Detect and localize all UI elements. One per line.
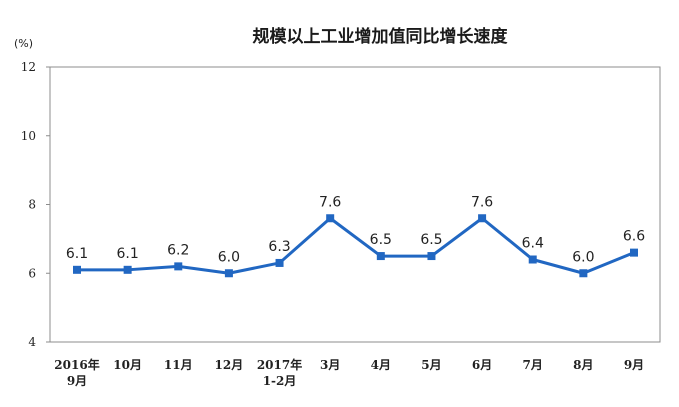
- series-line: [77, 216, 635, 275]
- x-tick-label: 2016年: [54, 357, 99, 372]
- data-label: 6.6: [623, 229, 645, 245]
- x-tick-label: 1-2月: [263, 374, 297, 388]
- data-point-marker: [528, 255, 537, 264]
- x-tick-label: 4月: [371, 358, 391, 372]
- y-axis-unit-label: (%): [14, 37, 33, 50]
- data-label: 7.6: [319, 194, 341, 210]
- plot-area-frame: [49, 66, 661, 343]
- y-tick-label: 12: [21, 60, 36, 74]
- y-tick-label: 10: [21, 129, 36, 143]
- data-label: 6.1: [117, 246, 139, 262]
- series-markers: [73, 214, 638, 278]
- data-label: 6.4: [522, 236, 544, 252]
- data-point-marker: [275, 258, 284, 267]
- x-tick-label: 5月: [421, 358, 441, 372]
- data-point-marker: [326, 214, 335, 223]
- data-point-marker: [579, 269, 588, 278]
- data-label: 6.1: [66, 246, 88, 262]
- y-axis-ticks: 4 6 8 10 12: [21, 60, 50, 349]
- x-tick-label: 6月: [472, 358, 492, 372]
- data-label: 6.5: [370, 232, 392, 248]
- x-tick-label: 9月: [624, 358, 644, 372]
- x-tick-label: 7月: [523, 358, 543, 372]
- data-point-marker: [478, 214, 487, 223]
- data-point-marker: [376, 252, 385, 261]
- y-tick-label: 4: [28, 335, 36, 349]
- data-point-marker: [427, 252, 436, 261]
- data-point-marker: [224, 269, 233, 278]
- data-label: 6.2: [167, 242, 189, 258]
- x-tick-label: 3月: [320, 358, 340, 372]
- data-labels: 6.1 6.1 6.2 6.0 6.3 7.6 6.5 6.5 7.6 6.4 6.0 6.6: [66, 194, 645, 265]
- data-point-marker: [73, 265, 81, 274]
- data-label: 6.5: [420, 232, 442, 248]
- x-tick-label: 8月: [573, 358, 593, 372]
- x-tick-label: 10月: [113, 358, 142, 372]
- x-tick-label: 11月: [164, 358, 193, 372]
- data-label: 6.0: [218, 249, 240, 265]
- data-point-marker: [174, 262, 183, 271]
- y-tick-label: 8: [28, 198, 36, 212]
- data-point-marker: [630, 248, 638, 257]
- data-label: 6.3: [268, 239, 290, 255]
- x-tick-label: 9月: [67, 374, 87, 388]
- data-point-marker: [123, 265, 132, 274]
- data-label: 7.6: [471, 194, 493, 210]
- data-label: 6.0: [572, 249, 594, 265]
- chart-title: 规模以上工业增加值同比增长速度: [253, 26, 509, 47]
- x-tick-label: 2017年: [257, 357, 302, 372]
- x-tick-label: 12月: [215, 358, 244, 372]
- y-tick-label: 6: [28, 266, 36, 280]
- x-axis-labels: 2016年 9月 10月 11月 12月 2017年 1-2月 3月 4月 5月 6月 7月 8月 9月: [54, 357, 644, 388]
